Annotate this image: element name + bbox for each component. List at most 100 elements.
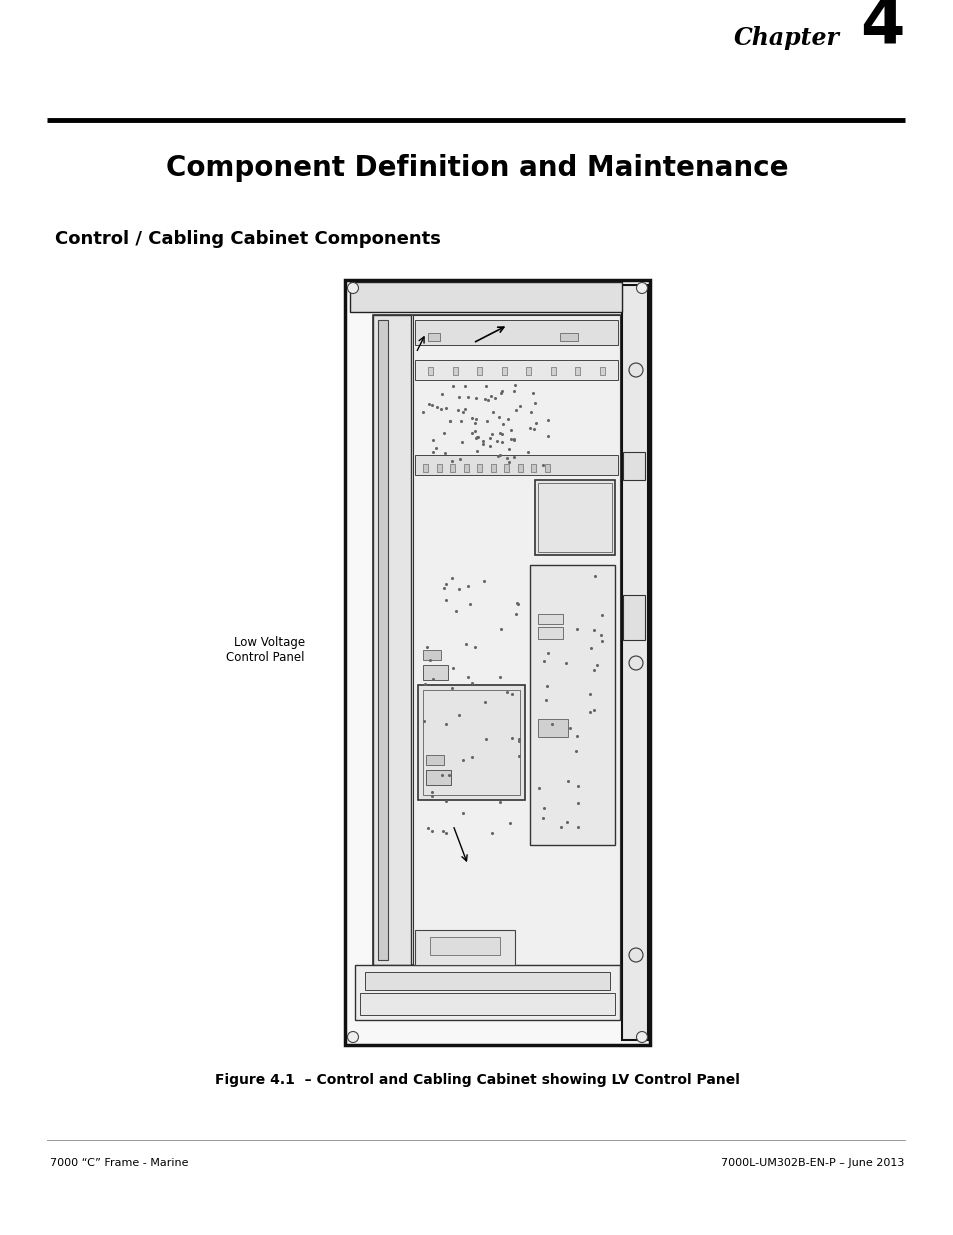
Bar (575, 367, 579, 375)
Bar (476, 464, 481, 472)
Bar (359, 993, 615, 1015)
Point (454, 432, 469, 452)
Point (420, 394, 436, 414)
Point (455, 403, 470, 422)
Point (438, 590, 454, 610)
Point (492, 445, 507, 464)
Point (562, 718, 578, 737)
Point (459, 576, 475, 595)
Bar (599, 367, 604, 375)
Bar (365, 972, 609, 990)
Bar (537, 627, 562, 638)
Point (445, 377, 460, 396)
Bar (415, 454, 618, 475)
Point (581, 684, 597, 704)
Bar (526, 367, 531, 375)
Bar (413, 315, 619, 965)
Bar (436, 464, 441, 472)
Bar (452, 367, 457, 375)
Circle shape (628, 363, 642, 377)
Point (478, 729, 494, 748)
Bar (345, 280, 649, 1045)
Point (538, 690, 554, 710)
Point (501, 813, 517, 832)
Bar (377, 320, 388, 960)
Point (463, 673, 478, 693)
Point (428, 438, 443, 458)
Point (417, 674, 433, 694)
Point (569, 793, 584, 813)
Point (424, 821, 439, 841)
Point (484, 424, 499, 443)
Point (581, 703, 597, 722)
Point (468, 388, 483, 408)
Point (455, 803, 470, 823)
Point (528, 414, 543, 433)
Point (436, 578, 451, 598)
Bar (535, 480, 615, 555)
Point (508, 604, 523, 624)
Point (468, 429, 483, 448)
Point (477, 375, 493, 395)
Point (468, 409, 483, 429)
Bar (415, 359, 618, 380)
Bar (373, 315, 619, 965)
Point (495, 414, 510, 433)
Point (454, 411, 469, 431)
Point (484, 823, 499, 842)
Point (441, 766, 456, 785)
Text: Chapter: Chapter (733, 26, 840, 49)
Circle shape (628, 948, 642, 962)
Point (539, 643, 555, 663)
Bar (537, 483, 612, 552)
Point (434, 384, 449, 404)
Point (476, 571, 491, 590)
Text: Low Voltage
Control Panel: Low Voltage Control Panel (226, 636, 305, 664)
Bar (537, 719, 567, 737)
Point (444, 451, 459, 471)
Point (506, 430, 521, 450)
Point (476, 435, 491, 454)
Point (433, 399, 448, 419)
Point (524, 383, 539, 403)
Bar (350, 282, 621, 312)
Bar (504, 464, 509, 472)
Point (586, 659, 601, 679)
Point (540, 410, 556, 430)
Point (538, 676, 554, 695)
Point (424, 782, 439, 802)
Circle shape (347, 1031, 358, 1042)
Bar (373, 315, 411, 965)
Point (436, 443, 452, 463)
Point (536, 808, 551, 827)
Point (492, 424, 507, 443)
Point (570, 777, 585, 797)
Text: Control / Cabling Cabinet Components: Control / Cabling Cabinet Components (55, 230, 440, 248)
Point (460, 667, 476, 687)
Point (481, 436, 497, 456)
Point (416, 711, 431, 731)
Point (510, 594, 525, 614)
Bar (422, 464, 428, 472)
Point (519, 442, 535, 462)
Point (594, 631, 609, 651)
Point (457, 399, 473, 419)
Text: Figure 4.1  – Control and Cabling Cabinet showing LV Control Panel: Figure 4.1 – Control and Cabling Cabinet… (214, 1073, 739, 1087)
Bar (476, 367, 481, 375)
Point (425, 430, 440, 450)
Point (491, 408, 506, 427)
Point (467, 637, 482, 657)
Bar (559, 333, 578, 341)
Point (536, 799, 551, 819)
Point (490, 446, 505, 466)
Point (464, 408, 479, 427)
Text: 7000L-UM302B-EN-P – June 2013: 7000L-UM302B-EN-P – June 2013 (720, 1158, 903, 1168)
Point (436, 821, 451, 841)
Point (559, 813, 575, 832)
Point (539, 426, 555, 446)
Point (506, 382, 521, 401)
Point (451, 705, 466, 725)
Bar (450, 464, 455, 472)
Point (522, 401, 537, 421)
Point (457, 377, 473, 396)
